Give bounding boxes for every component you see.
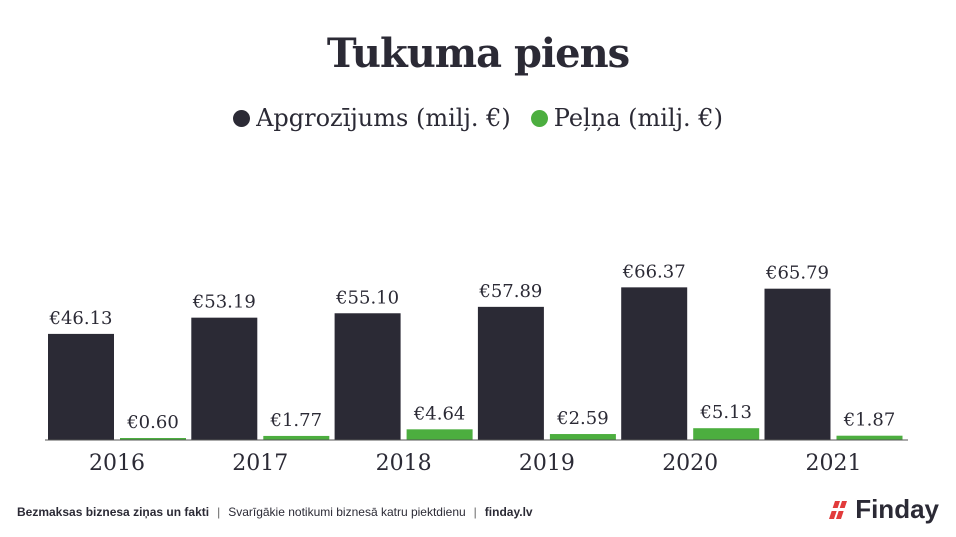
profit-bar-2016 [120,438,186,440]
revenue-bar-2016 [48,333,114,440]
legend-item-profit: Peļņa (milj. €) [530,104,723,132]
legend-item-revenue: Apgrozījums (milj. €) [233,104,511,132]
revenue-label-2021: €65.79 [765,263,829,284]
legend-dot-revenue [233,109,251,127]
x-tick-2019: 2019 [519,451,575,476]
legend: Apgrozījums (milj. €) Peļņa (milj. €) [0,104,956,132]
chart-title: Tukuma piens [326,30,630,77]
revenue-bar-2019 [477,306,544,440]
finday-logo[interactable]: Finday [827,494,939,525]
profit-bar-2019 [549,434,616,440]
x-tick-2021: 2021 [806,451,862,476]
footer: Bezmaksas biznesa ziņas un fakti | Svarī… [17,505,533,519]
logo-text: Finday [855,494,939,524]
x-tick-2016: 2016 [89,451,145,476]
revenue-label-2017: €53.19 [192,292,256,313]
profit-label-2016: €0.60 [126,412,179,433]
revenue-bar-2017 [191,317,258,440]
revenue-bar-2021 [764,288,831,440]
revenue-bar-2020 [621,287,688,440]
revenue-bar-2018 [334,313,401,440]
profit-label-2019: €2.59 [556,408,609,429]
x-tick-2020: 2020 [662,451,718,476]
x-tick-2017: 2017 [232,451,288,476]
profit-label-2021: €1.87 [843,410,896,431]
footer-sep-2: | [473,505,477,519]
revenue-label-2016: €46.13 [49,308,113,329]
revenue-label-2020: €66.37 [622,261,686,282]
profit-bar-2020 [693,428,760,440]
profit-bar-2021 [836,435,903,440]
footer-middle: Svarīgākie notikumi biznesā katru piektd… [228,505,466,519]
profit-label-2018: €4.64 [413,403,466,424]
legend-label-revenue: Apgrozījums (milj. €) [256,104,511,132]
footer-left: Bezmaksas biznesa ziņas un fakti [17,505,210,519]
footer-link[interactable]: finday.lv [484,505,533,519]
profit-label-2017: €1.77 [270,410,323,431]
finday-slash-icon [827,500,850,519]
legend-label-profit: Peļņa (milj. €) [553,104,723,132]
profit-label-2020: €5.13 [699,402,752,423]
footer-sep-1: | [217,505,221,519]
revenue-label-2018: €55.10 [335,287,399,308]
profit-bar-2017 [263,435,330,440]
revenue-label-2019: €57.89 [478,281,542,302]
x-tick-2018: 2018 [376,451,432,476]
legend-dot-profit [530,109,548,127]
profit-bar-2018 [406,429,473,440]
